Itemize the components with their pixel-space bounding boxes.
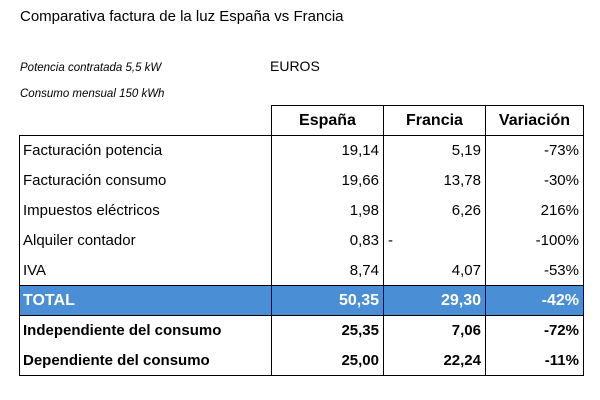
header-spain: España bbox=[271, 105, 384, 136]
table-row: Facturación consumo 19,66 13,78 -30% bbox=[19, 165, 584, 196]
spain-cell: 1,98 bbox=[271, 195, 384, 226]
summary-concept: Independiente del consumo bbox=[19, 315, 272, 346]
variation-cell: 216% bbox=[485, 195, 584, 226]
header-variation: Variación bbox=[485, 105, 584, 136]
variation-cell: -100% bbox=[485, 225, 584, 256]
spain-cell: 19,66 bbox=[271, 165, 384, 196]
france-cell: 13,78 bbox=[383, 165, 486, 196]
total-spain: 50,35 bbox=[271, 285, 384, 316]
table-row: Alquiler contador 0,83 - -100% bbox=[19, 225, 584, 256]
concept-cell: Alquiler contador bbox=[19, 225, 272, 256]
summary-concept: Dependiente del consumo bbox=[19, 345, 272, 376]
page-title: Comparativa factura de la luz España vs … bbox=[20, 8, 344, 25]
concept-cell: Facturación potencia bbox=[19, 135, 272, 166]
spain-cell: 0,83 bbox=[271, 225, 384, 256]
variation-cell: -30% bbox=[485, 165, 584, 196]
france-cell: - bbox=[383, 225, 486, 256]
table-row: Facturación potencia 19,14 5,19 -73% bbox=[19, 135, 584, 166]
spain-cell: 19,14 bbox=[271, 135, 384, 166]
summary-france: 7,06 bbox=[383, 315, 486, 346]
currency-label: EUROS bbox=[270, 58, 320, 74]
total-label: TOTAL bbox=[19, 285, 272, 316]
summary-row: Independiente del consumo 25,35 7,06 -72… bbox=[19, 315, 584, 346]
summary-spain: 25,00 bbox=[271, 345, 384, 376]
variation-cell: -73% bbox=[485, 135, 584, 166]
france-cell: 6,26 bbox=[383, 195, 486, 226]
concept-cell: Impuestos eléctricos bbox=[19, 195, 272, 226]
variation-cell: -53% bbox=[485, 255, 584, 286]
header-france: Francia bbox=[383, 105, 486, 136]
contracted-power-note: Potencia contratada 5,5 kW bbox=[20, 62, 162, 74]
summary-variation: -11% bbox=[485, 345, 584, 376]
france-cell: 4,07 bbox=[383, 255, 486, 286]
summary-spain: 25,35 bbox=[271, 315, 384, 346]
comparison-table: España Francia Variación Facturación pot… bbox=[19, 105, 584, 376]
france-cell: 5,19 bbox=[383, 135, 486, 166]
summary-france: 22,24 bbox=[383, 345, 486, 376]
total-variation: -42% bbox=[485, 285, 584, 316]
table-row: IVA 8,74 4,07 -53% bbox=[19, 255, 584, 286]
summary-variation: -72% bbox=[485, 315, 584, 346]
concept-cell: Facturación consumo bbox=[19, 165, 272, 196]
table-header-row: España Francia Variación bbox=[19, 105, 584, 136]
monthly-consumption-note: Consumo mensual 150 kWh bbox=[20, 88, 165, 100]
total-row: TOTAL 50,35 29,30 -42% bbox=[19, 285, 584, 316]
concept-cell: IVA bbox=[19, 255, 272, 286]
table-row: Impuestos eléctricos 1,98 6,26 216% bbox=[19, 195, 584, 226]
total-france: 29,30 bbox=[383, 285, 486, 316]
spain-cell: 8,74 bbox=[271, 255, 384, 286]
summary-row: Dependiente del consumo 25,00 22,24 -11% bbox=[19, 345, 584, 376]
header-blank-cell bbox=[19, 105, 272, 136]
